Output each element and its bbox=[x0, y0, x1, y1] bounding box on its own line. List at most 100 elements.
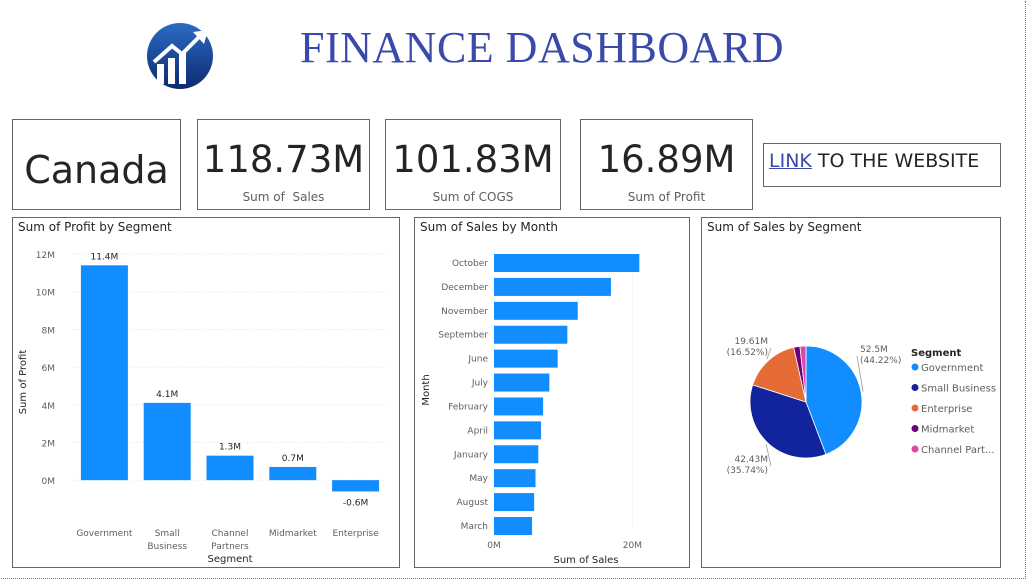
legend-item: Government bbox=[921, 363, 983, 374]
pie-slice bbox=[749, 384, 827, 459]
cogs-card: 101.83M Sum of COGS bbox=[385, 119, 561, 210]
y-tick-label: August bbox=[457, 498, 489, 508]
y-tick-label: November bbox=[441, 307, 488, 317]
cogs-value: 101.83M bbox=[392, 138, 554, 181]
growth-chart-logo-icon bbox=[147, 23, 213, 89]
profit-card: 16.89M Sum of Profit bbox=[580, 119, 753, 210]
bar bbox=[332, 480, 380, 492]
sales-by-segment-chart: 52.5M(44.22%) 42.43M(35.74%) 19.61M(16.52%… bbox=[727, 337, 996, 476]
leader-line bbox=[765, 443, 772, 467]
sales-by-segment-panel: Sum of Sales by Segment 52.5M (44.22%) 42.… bbox=[701, 217, 1001, 568]
data-label: 1.3M bbox=[219, 443, 241, 453]
x-tick-label: Government bbox=[76, 529, 133, 539]
bar bbox=[494, 517, 533, 535]
legend-item: Enterprise bbox=[921, 404, 972, 415]
dashboard-title: FINANCE DASHBOARD bbox=[300, 23, 784, 72]
y-tick-label: 4M bbox=[42, 402, 56, 412]
bar bbox=[494, 254, 640, 272]
legend-title: Segment bbox=[911, 348, 961, 359]
data-label: 52.5M bbox=[860, 345, 888, 355]
legend-marker bbox=[911, 384, 919, 391]
legend-item: Channel Part... bbox=[921, 445, 995, 456]
bar bbox=[494, 421, 542, 440]
data-label: (16.52%) bbox=[727, 348, 768, 358]
y-tick-label: September bbox=[438, 331, 488, 341]
sales-by-month-chart: 0M 20M October December November September Jun… bbox=[421, 254, 642, 566]
y-tick-label: 10M bbox=[36, 289, 55, 299]
x-tick-label: Partners bbox=[211, 542, 249, 552]
bar bbox=[494, 469, 536, 488]
legend-marker bbox=[911, 445, 919, 453]
website-link-card: LINK TO THE WEBSITE bbox=[763, 143, 1001, 187]
bar bbox=[494, 445, 539, 464]
y-tick-label: February bbox=[448, 402, 489, 412]
y-tick-label: 6M bbox=[42, 364, 56, 374]
y-tick-label: June bbox=[467, 355, 488, 365]
y-tick-label: 0M bbox=[42, 477, 56, 487]
data-label: (44.22%) bbox=[860, 356, 901, 366]
x-tick-label: Enterprise bbox=[332, 529, 379, 539]
chart-title: Sum of Sales by Segment bbox=[707, 220, 862, 234]
y-tick-label: 8M bbox=[42, 326, 56, 336]
y-tick-label: October bbox=[452, 259, 488, 269]
data-label: 42.43M bbox=[734, 455, 768, 465]
legend-marker bbox=[911, 425, 919, 432]
legend-item: Small Business bbox=[921, 384, 996, 395]
data-label: 19.61M bbox=[734, 337, 768, 347]
cogs-caption: Sum of COGS bbox=[432, 190, 514, 204]
sales-value: 118.73M bbox=[202, 138, 365, 181]
website-link-rest: TO THE WEBSITE bbox=[811, 150, 980, 172]
data-label: 11.4M bbox=[90, 252, 118, 262]
profit-by-segment-chart: 0M 2M 4M 6M 8M 10M 12M 11.4M Government 4.1M Small… bbox=[18, 251, 387, 565]
bar bbox=[494, 373, 550, 392]
bar bbox=[494, 493, 535, 512]
bar bbox=[494, 397, 544, 416]
x-tick-label: Midmarket bbox=[269, 529, 317, 539]
data-label: (35.74%) bbox=[727, 466, 768, 476]
bar bbox=[80, 265, 128, 481]
legend-marker bbox=[911, 404, 919, 412]
bar bbox=[494, 325, 568, 344]
profit-value: 16.89M bbox=[597, 138, 736, 181]
y-tick-label: December bbox=[441, 283, 488, 293]
sales-caption: Sum of Sales bbox=[242, 190, 325, 204]
x-tick-label: Channel bbox=[212, 529, 249, 539]
country-value: Canada bbox=[24, 148, 169, 192]
bar bbox=[143, 402, 191, 481]
bar bbox=[494, 349, 558, 368]
x-tick-label: Small bbox=[155, 529, 180, 539]
bar bbox=[269, 466, 317, 481]
y-axis-label: Month bbox=[421, 374, 432, 405]
x-tick-label: 0M bbox=[487, 541, 501, 551]
data-label: 0.7M bbox=[282, 454, 304, 464]
y-tick-label: January bbox=[453, 450, 489, 460]
leader-line bbox=[856, 355, 864, 392]
profit-by-segment-panel: Sum of Profit by Segment 0M 2M 4M 6M 8M 10M 12… bbox=[12, 217, 400, 568]
data-label: -0.6M bbox=[343, 498, 368, 508]
y-axis-label: Sum of Profit bbox=[18, 350, 29, 415]
x-axis-label: Segment bbox=[208, 554, 253, 565]
leader-line bbox=[766, 347, 772, 360]
pie-slice bbox=[805, 345, 863, 455]
bar bbox=[494, 301, 578, 320]
y-tick-label: May bbox=[469, 474, 488, 484]
legend-marker bbox=[911, 363, 919, 371]
data-label: 4.1M bbox=[156, 390, 178, 400]
pie-slice bbox=[752, 346, 807, 403]
y-tick-label: 2M bbox=[42, 439, 56, 449]
bar bbox=[494, 277, 611, 296]
y-tick-label: 12M bbox=[36, 251, 55, 261]
legend-item: Midmarket bbox=[921, 425, 974, 436]
country-card: Canada bbox=[12, 119, 181, 210]
y-tick-label: March bbox=[461, 522, 488, 532]
y-tick-label: April bbox=[467, 426, 488, 436]
chart-title: Sum of Sales by Month bbox=[420, 220, 559, 234]
profit-caption: Sum of Profit bbox=[627, 190, 706, 204]
x-axis-label: Sum of Sales bbox=[553, 555, 618, 566]
sales-card: 118.73M Sum of Sales bbox=[197, 119, 370, 210]
x-tick-label: Business bbox=[147, 542, 187, 552]
pie-slice bbox=[799, 345, 807, 403]
website-link[interactable]: LINK bbox=[769, 150, 812, 172]
y-tick-label: July bbox=[471, 379, 489, 389]
sales-by-month-panel: Sum of Sales by Month 0M 20M October Decemb… bbox=[414, 217, 690, 568]
